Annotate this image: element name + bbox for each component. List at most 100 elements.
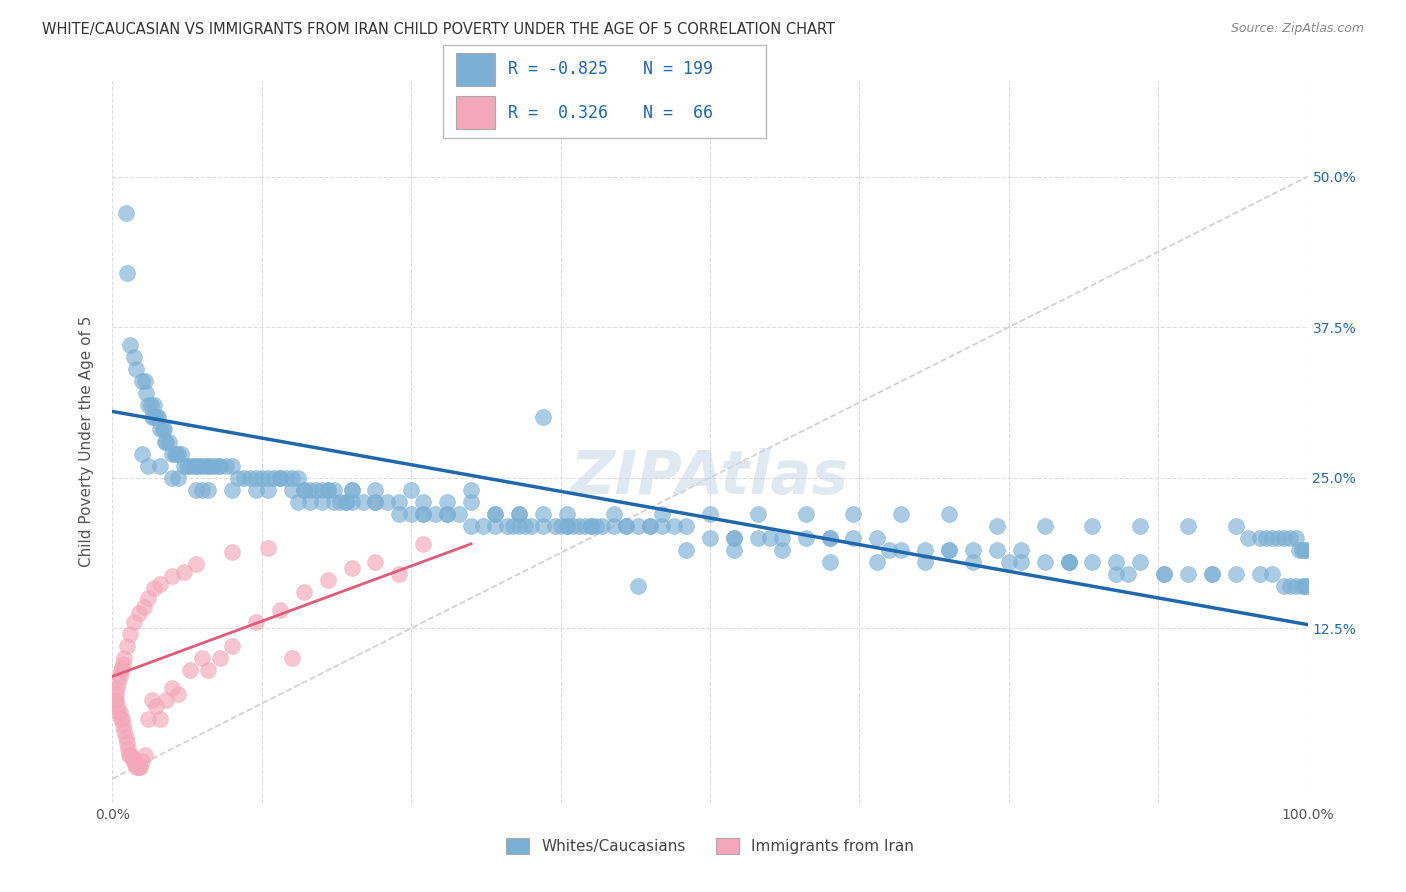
Point bbox=[401, 507, 423, 521]
Point bbox=[388, 494, 411, 508]
Point bbox=[962, 542, 984, 557]
Point bbox=[245, 470, 267, 484]
Text: R = -0.825: R = -0.825 bbox=[508, 61, 607, 78]
Point bbox=[1010, 542, 1032, 557]
Bar bbox=[456, 96, 495, 129]
Point bbox=[274, 470, 297, 484]
Point bbox=[132, 599, 155, 614]
Point bbox=[169, 446, 191, 460]
Point bbox=[1129, 518, 1152, 533]
Point bbox=[146, 410, 169, 425]
Bar bbox=[456, 53, 495, 86]
Point bbox=[239, 470, 262, 484]
Point bbox=[162, 569, 183, 583]
Text: WHITE/CAUCASIAN VS IMMIGRANTS FROM IRAN CHILD POVERTY UNDER THE AGE OF 5 CORRELA: WHITE/CAUCASIAN VS IMMIGRANTS FROM IRAN … bbox=[42, 22, 835, 37]
Point bbox=[914, 542, 936, 557]
Point bbox=[938, 542, 960, 557]
Point bbox=[1177, 567, 1199, 582]
Point bbox=[108, 669, 131, 683]
Point bbox=[107, 675, 129, 690]
Point bbox=[209, 651, 232, 665]
Point bbox=[112, 717, 135, 731]
Point bbox=[723, 542, 745, 557]
Point bbox=[364, 483, 387, 497]
Point bbox=[579, 518, 602, 533]
Text: Source: ZipAtlas.com: Source: ZipAtlas.com bbox=[1230, 22, 1364, 36]
Point bbox=[111, 661, 134, 675]
Point bbox=[105, 681, 128, 696]
Point bbox=[1105, 567, 1128, 582]
Point bbox=[818, 531, 841, 545]
Text: N =  66: N = 66 bbox=[644, 103, 713, 121]
Point bbox=[879, 542, 901, 557]
Point bbox=[1285, 579, 1308, 593]
Point bbox=[305, 483, 328, 497]
Point bbox=[179, 664, 201, 678]
Point bbox=[436, 494, 458, 508]
Point bbox=[1105, 555, 1128, 569]
Point bbox=[287, 470, 309, 484]
Point bbox=[105, 699, 128, 714]
Point bbox=[149, 712, 172, 726]
Point bbox=[531, 518, 554, 533]
Point bbox=[866, 555, 889, 569]
Point bbox=[723, 531, 745, 545]
Point bbox=[866, 531, 889, 545]
Point bbox=[460, 518, 482, 533]
Point bbox=[496, 518, 519, 533]
Point bbox=[120, 627, 142, 641]
Point bbox=[131, 446, 153, 460]
Point bbox=[1201, 567, 1223, 582]
Point bbox=[121, 752, 143, 766]
Point bbox=[340, 494, 363, 508]
Point bbox=[269, 470, 291, 484]
Point bbox=[186, 483, 208, 497]
Point bbox=[114, 723, 135, 738]
Point bbox=[197, 483, 219, 497]
Point bbox=[143, 410, 166, 425]
Point bbox=[281, 483, 304, 497]
Point bbox=[1057, 555, 1080, 569]
Point bbox=[105, 687, 128, 701]
Point bbox=[1118, 567, 1140, 582]
Point bbox=[173, 458, 195, 473]
Point bbox=[794, 507, 817, 521]
Point bbox=[105, 693, 128, 707]
Point bbox=[200, 458, 222, 473]
Text: ZIPAtlas: ZIPAtlas bbox=[571, 448, 849, 508]
Point bbox=[202, 458, 225, 473]
Point bbox=[460, 494, 482, 508]
Point bbox=[245, 615, 267, 630]
Point bbox=[890, 507, 912, 521]
Point bbox=[292, 483, 315, 497]
Point bbox=[1153, 567, 1175, 582]
Point bbox=[149, 422, 172, 436]
Point bbox=[114, 730, 136, 744]
Point bbox=[111, 712, 134, 726]
Point bbox=[460, 483, 482, 497]
Point bbox=[1295, 542, 1317, 557]
Point bbox=[675, 518, 697, 533]
Point bbox=[104, 693, 127, 707]
Point bbox=[129, 760, 152, 774]
Point bbox=[207, 458, 229, 473]
Point bbox=[579, 518, 602, 533]
Point bbox=[110, 712, 132, 726]
Point bbox=[425, 507, 447, 521]
Point bbox=[1291, 579, 1313, 593]
Point bbox=[603, 507, 626, 521]
Point bbox=[141, 410, 163, 425]
Point bbox=[153, 434, 176, 449]
Point bbox=[112, 657, 135, 672]
Point bbox=[292, 585, 315, 599]
Point bbox=[1261, 531, 1284, 545]
Point bbox=[153, 422, 176, 436]
Point bbox=[316, 483, 339, 497]
Point bbox=[135, 386, 157, 401]
Point bbox=[664, 518, 686, 533]
Point bbox=[322, 483, 344, 497]
Point bbox=[794, 531, 817, 545]
Point bbox=[436, 507, 458, 521]
Point bbox=[1081, 518, 1104, 533]
Point bbox=[484, 518, 506, 533]
